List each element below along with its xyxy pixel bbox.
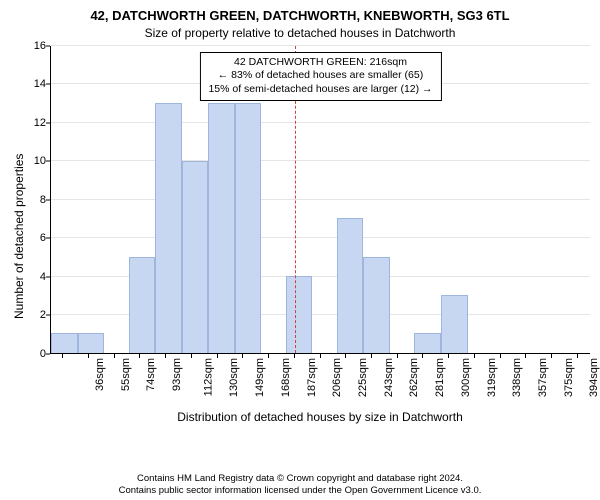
x-tick-label: 149sqm <box>254 358 266 397</box>
footer-attribution: Contains HM Land Registry data © Crown c… <box>0 473 600 496</box>
x-tick-label: 357sqm <box>537 358 549 397</box>
chart-container: 42, DATCHWORTH GREEN, DATCHWORTH, KNEBWO… <box>0 0 600 500</box>
x-tick-label: 243sqm <box>383 358 395 397</box>
x-tick-label: 300sqm <box>460 358 472 397</box>
histogram-bar <box>51 333 78 352</box>
x-tick-label: 394sqm <box>589 358 600 397</box>
footer-line-2: Contains public sector information licen… <box>0 485 600 496</box>
x-tick-label: 93sqm <box>171 358 183 391</box>
histogram-bar <box>182 161 209 353</box>
x-tick-label: 168sqm <box>280 358 292 397</box>
y-tick-label: 14 <box>34 78 46 90</box>
chart-subtitle: Size of property relative to detached ho… <box>10 26 590 40</box>
x-tick-label: 281sqm <box>434 358 446 397</box>
y-tick-label: 16 <box>34 40 46 52</box>
histogram-bar <box>235 103 262 352</box>
x-tick-label: 319sqm <box>486 358 498 397</box>
x-tick-label: 375sqm <box>563 358 575 397</box>
chart-title: 42, DATCHWORTH GREEN, DATCHWORTH, KNEBWO… <box>10 8 590 24</box>
x-tick-label: 262sqm <box>409 358 421 397</box>
annotation-line-2: ← 83% of detached houses are smaller (65… <box>208 69 432 83</box>
chart-wrap: Number of detached properties 0246810121… <box>10 46 590 426</box>
x-tick-label: 130sqm <box>229 358 241 397</box>
histogram-bar <box>208 103 235 352</box>
footer-line-1: Contains HM Land Registry data © Crown c… <box>0 473 600 484</box>
histogram-bar <box>414 333 441 352</box>
y-axis-ticks: 0246810121416 <box>26 46 50 354</box>
x-tick-label: 225sqm <box>357 358 369 397</box>
y-tick-label: 12 <box>34 117 46 129</box>
x-tick-label: 36sqm <box>94 358 106 391</box>
x-tick-label: 74sqm <box>145 358 157 391</box>
histogram-bar <box>78 333 105 352</box>
x-tick-label: 112sqm <box>202 358 214 396</box>
y-axis-label: Number of detached properties <box>10 46 26 426</box>
histogram-bar <box>155 103 182 352</box>
histogram-bar <box>286 276 313 353</box>
histogram-bar <box>337 218 364 352</box>
annotation-line-3: 15% of semi-detached houses are larger (… <box>208 83 432 97</box>
annotation-line-1: 42 DATCHWORTH GREEN: 216sqm <box>208 56 432 70</box>
annotation-box: 42 DATCHWORTH GREEN: 216sqm ← 83% of det… <box>199 52 441 101</box>
histogram-bar <box>363 257 390 353</box>
x-axis-ticks: 36sqm 55sqm 74sqm 93sqm 112sqm 130sqm 149sqm 16… <box>50 354 590 414</box>
plot-area: 42 DATCHWORTH GREEN: 216sqm ← 83% of det… <box>50 46 590 354</box>
x-tick-label: 206sqm <box>331 358 343 397</box>
x-tick-label: 338sqm <box>511 358 523 397</box>
y-tick-label: 10 <box>34 155 46 167</box>
histogram-bar <box>441 295 468 353</box>
histogram-bar <box>129 257 156 353</box>
x-tick-label: 187sqm <box>306 358 318 397</box>
x-tick-label: 55sqm <box>120 358 132 391</box>
